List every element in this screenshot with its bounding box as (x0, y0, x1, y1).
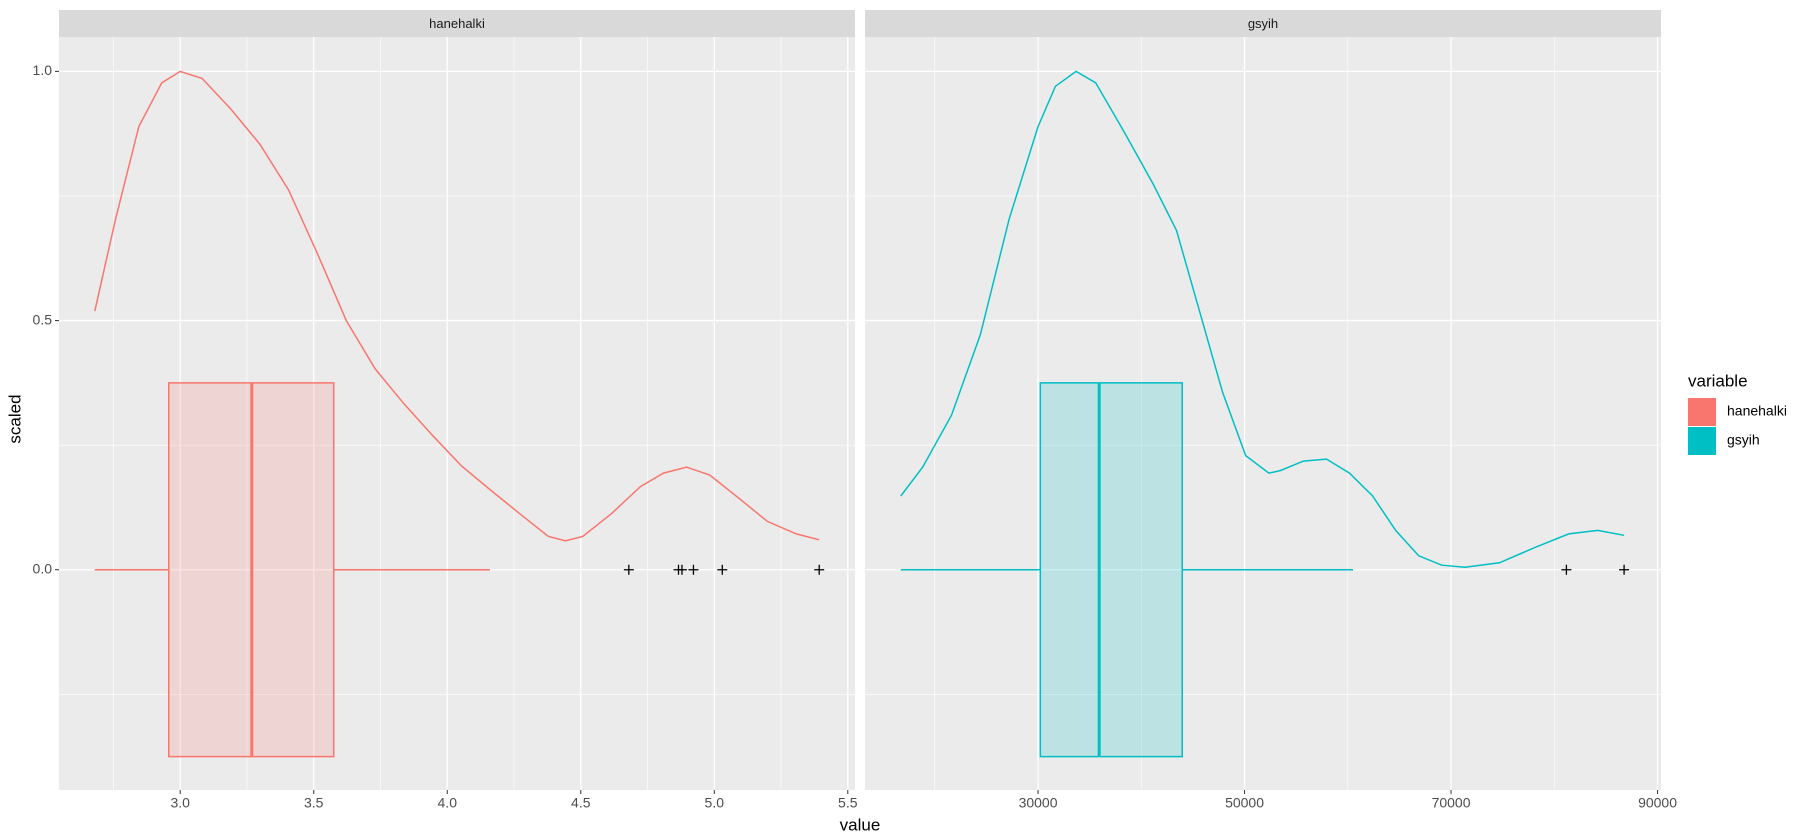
x-axis-label: value (840, 815, 881, 834)
outlier (688, 564, 699, 575)
legend-key (1688, 427, 1716, 455)
y-tick-label: 0.5 (33, 311, 53, 327)
outlier (717, 564, 728, 575)
strip-label: gsyih (1248, 16, 1278, 31)
outlier (623, 564, 634, 575)
y-axis-label: scaled (5, 394, 24, 443)
strip-label: hanehalki (429, 16, 485, 31)
legend-title: variable (1688, 371, 1748, 390)
panel-background (865, 37, 1661, 790)
legend-label: gsyih (1727, 432, 1760, 448)
x-tick-label: 90000 (1638, 795, 1677, 811)
y-tick-label: 0.0 (33, 560, 53, 576)
outlier (676, 564, 687, 575)
legend-label: hanehalki (1727, 403, 1787, 419)
box (1039, 382, 1183, 758)
panel-background (59, 37, 855, 790)
density-line (94, 70, 820, 542)
x-tick-label: 3.0 (170, 795, 190, 811)
strip (59, 10, 855, 37)
x-tick-label: 70000 (1432, 795, 1471, 811)
x-tick-label: 5.0 (705, 795, 725, 811)
strip (865, 10, 1661, 37)
x-tick-label: 4.5 (571, 795, 591, 811)
outlier (814, 564, 825, 575)
legend-key (1688, 398, 1716, 426)
outlier (1561, 564, 1572, 575)
x-tick-label: 50000 (1225, 795, 1264, 811)
x-tick-label: 5.5 (838, 795, 858, 811)
y-tick-label: 1.0 (33, 62, 53, 78)
density-line (900, 70, 1625, 568)
x-tick-label: 4.0 (438, 795, 458, 811)
x-tick-label: 30000 (1019, 795, 1058, 811)
outlier (1619, 564, 1630, 575)
x-tick-label: 3.5 (304, 795, 324, 811)
